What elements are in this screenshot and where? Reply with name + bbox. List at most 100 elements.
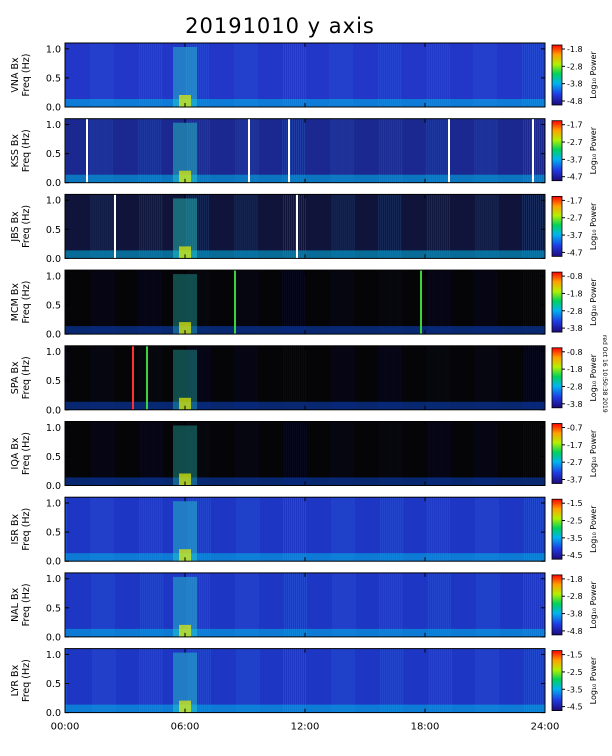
texture-stripe (536, 497, 537, 562)
texture-stripe (427, 270, 429, 335)
texture-stripe (292, 270, 293, 335)
texture-stripe (430, 345, 432, 410)
texture-stripe (333, 497, 335, 562)
spectrogram-background (65, 497, 545, 562)
texture-stripe (112, 648, 114, 713)
texture-stripe (444, 43, 446, 107)
texture-stripe (186, 118, 188, 183)
texture-stripe (528, 345, 529, 410)
texture-stripe (535, 270, 536, 335)
texture-stripe (253, 421, 255, 486)
texture-stripe (295, 194, 296, 259)
texture-stripe (397, 270, 399, 335)
panel-nal: 0.0 0.5 1.0 NAL Bx Freq (Hz) -1.8 -2.8 -3.8 -4.8… (10, 572, 598, 643)
texture-stripe (384, 497, 386, 562)
texture-stripe (107, 118, 109, 183)
texture-stripe (192, 572, 194, 637)
colorbar (551, 423, 563, 484)
event-core (179, 397, 191, 410)
colorbar-label: Log₁₀ Power (589, 126, 598, 174)
texture-stripe (433, 118, 435, 183)
texture-stripe (302, 421, 303, 486)
texture-stripe (333, 194, 335, 259)
texture-stripe (530, 345, 531, 410)
texture-stripe (251, 118, 253, 183)
texture-stripe (384, 43, 386, 107)
texture-stripe (528, 497, 529, 562)
texture-stripe (252, 648, 254, 713)
texture-stripe (524, 497, 525, 562)
texture-stripe (90, 194, 92, 259)
texture-stripe (251, 270, 253, 335)
texture-stripe (96, 345, 98, 410)
texture-stripe (304, 270, 305, 335)
texture-stripe (496, 572, 498, 637)
texture-stripe (429, 421, 431, 486)
texture-stripe (147, 497, 149, 562)
texture-stripe (250, 345, 252, 410)
texture-stripe (492, 118, 494, 183)
texture-stripe (536, 194, 537, 259)
texture-stripe (442, 194, 444, 259)
texture-stripe (110, 43, 112, 107)
texture-stripe (106, 43, 108, 107)
texture-stripe (474, 118, 476, 183)
texture-stripe (527, 118, 528, 183)
texture-stripe (430, 648, 432, 713)
texture-stripe (490, 118, 492, 183)
spectrogram-background (65, 118, 545, 183)
texture-stripe (289, 194, 290, 259)
texture-stripe (542, 43, 543, 107)
texture-stripe (390, 43, 392, 107)
texture-stripe (396, 648, 398, 713)
texture-stripe (532, 648, 533, 713)
texture-stripe (249, 270, 251, 335)
texture-stripe (99, 572, 101, 637)
texture-stripe (186, 572, 188, 637)
texture-stripe (525, 118, 526, 183)
ylabel-station: ISR Bx (10, 514, 21, 545)
texture-stripe (206, 421, 208, 486)
texture-stripe (382, 648, 384, 713)
texture-stripe (437, 572, 439, 637)
texture-stripe (189, 497, 191, 562)
texture-stripe (245, 118, 247, 183)
xtick-label: 06:00 (171, 722, 200, 733)
ytick-label: 0.0 (46, 557, 61, 568)
ylabel-station: JBS Bx (10, 211, 21, 243)
texture-stripe (295, 43, 296, 107)
texture-stripe (242, 648, 244, 713)
texture-stripe (345, 497, 347, 562)
texture-stripe (256, 345, 258, 410)
texture-stripe (436, 43, 438, 107)
texture-stripe (484, 118, 486, 183)
texture-stripe (437, 270, 439, 335)
texture-stripe (340, 270, 342, 335)
texture-stripe (141, 648, 143, 713)
texture-stripe (523, 421, 524, 486)
texture-stripe (526, 345, 527, 410)
texture-stripe (205, 648, 207, 713)
ylabel-station: LYR Bx (10, 664, 21, 696)
texture-stripe (394, 648, 396, 713)
texture-stripe (288, 572, 289, 637)
texture-stripe (149, 194, 151, 259)
texture-stripe (475, 194, 477, 259)
texture-stripe (398, 345, 400, 410)
texture-stripe (103, 421, 105, 486)
ytick-label: 0.0 (46, 632, 61, 643)
ytick-label: 0.0 (46, 330, 61, 341)
texture-stripe (243, 421, 245, 486)
texture-stripe (199, 345, 201, 410)
spectrogram-background (65, 648, 545, 713)
ylabel-station: SPA Bx (10, 361, 21, 394)
texture-stripe (331, 648, 333, 713)
colorbar-tick-label: -3.8 (567, 400, 583, 409)
texture-stripe (393, 421, 395, 486)
texture-stripe (252, 497, 254, 562)
texture-stripe (236, 497, 238, 562)
texture-stripe (338, 270, 340, 335)
event-core (179, 170, 191, 183)
texture-stripe (490, 572, 492, 637)
texture-stripe (533, 270, 534, 335)
